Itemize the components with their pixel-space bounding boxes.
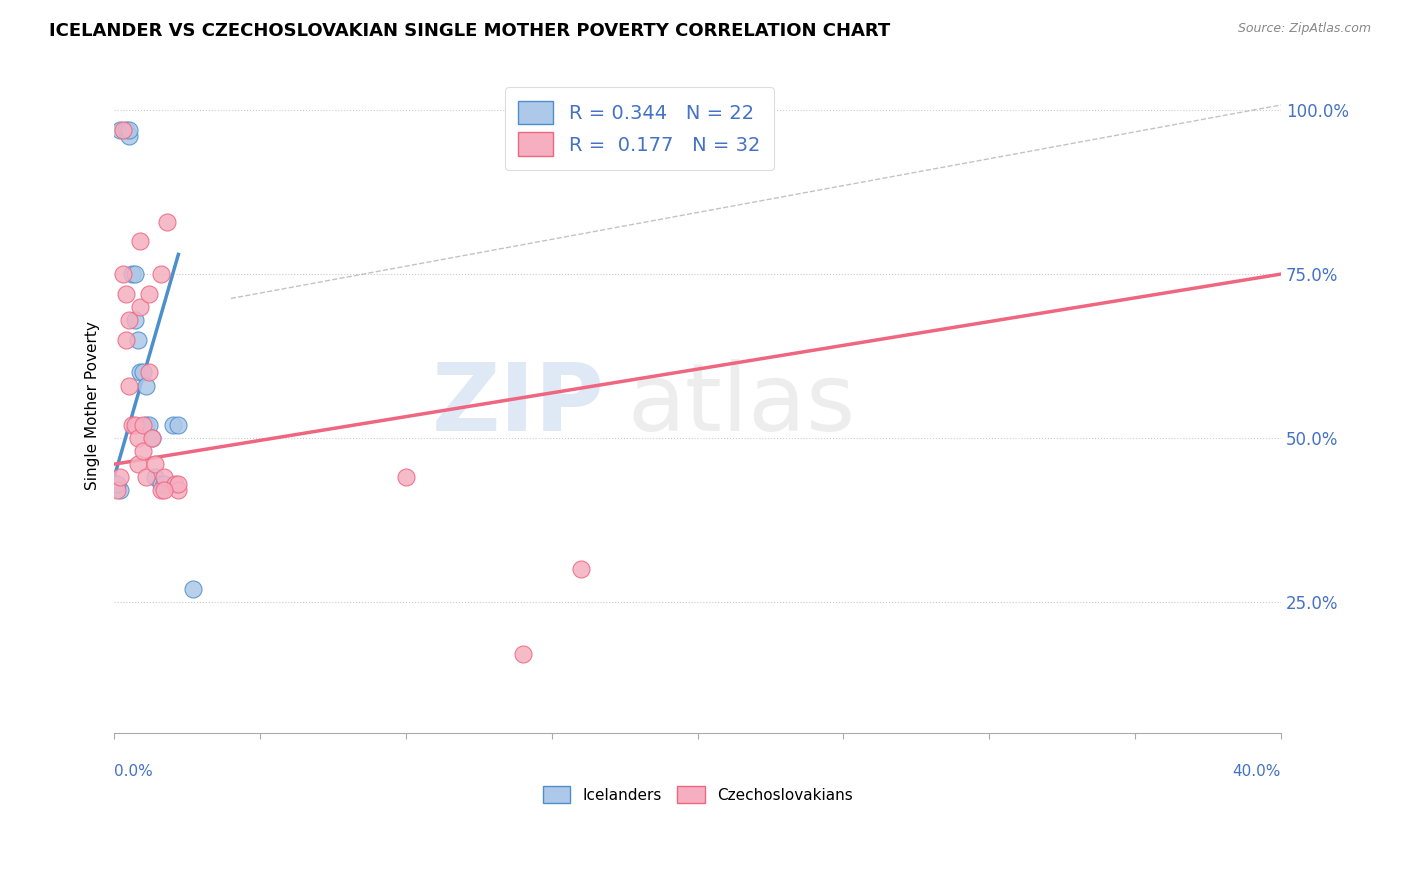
Point [132, 365, 155, 379]
Point [115, 123, 138, 137]
Point [132, 417, 155, 432]
Point [111, 123, 134, 137]
Point [165, 476, 187, 491]
Point [127, 457, 149, 471]
Point [149, 267, 172, 281]
Point [138, 365, 160, 379]
Point [132, 444, 155, 458]
Text: 40.0%: 40.0% [1233, 764, 1281, 779]
Point [124, 417, 146, 432]
Point [167, 483, 190, 498]
Point [129, 235, 152, 249]
Legend: Icelanders, Czechoslovakians: Icelanders, Czechoslovakians [536, 779, 860, 811]
Point [143, 470, 166, 484]
Point [181, 582, 204, 596]
Point [127, 431, 149, 445]
Point [118, 313, 141, 327]
Point [127, 333, 149, 347]
Point [105, 476, 128, 491]
Point [121, 267, 143, 281]
Point [135, 470, 157, 484]
Point [129, 365, 152, 379]
Text: ICELANDER VS CZECHOSLOVAKIAN SINGLE MOTHER POVERTY CORRELATION CHART: ICELANDER VS CZECHOSLOVAKIAN SINGLE MOTH… [49, 22, 890, 40]
Point [135, 417, 157, 432]
Point [152, 470, 174, 484]
Text: atlas: atlas [627, 359, 856, 451]
Point [162, 417, 184, 432]
Point [138, 417, 160, 432]
Y-axis label: Single Mother Poverty: Single Mother Poverty [86, 321, 100, 490]
Point [149, 476, 172, 491]
Point [156, 214, 179, 228]
Point [105, 483, 128, 498]
Point [118, 378, 141, 392]
Point [167, 476, 190, 491]
Point [108, 470, 131, 484]
Point [108, 483, 131, 498]
Point [129, 300, 152, 314]
Text: Source: ZipAtlas.com: Source: ZipAtlas.com [1237, 22, 1371, 36]
Point [108, 123, 131, 137]
Point [121, 417, 143, 432]
Point [124, 313, 146, 327]
Point [141, 431, 163, 445]
Point [118, 129, 141, 144]
Point [118, 123, 141, 137]
Point [115, 286, 138, 301]
Point [152, 483, 174, 498]
Point [167, 417, 190, 432]
Point [124, 267, 146, 281]
Point [512, 647, 534, 661]
Point [111, 267, 134, 281]
Text: ZIP: ZIP [432, 359, 605, 451]
Point [152, 476, 174, 491]
Point [149, 483, 172, 498]
Point [143, 457, 166, 471]
Point [115, 333, 138, 347]
Point [569, 562, 592, 576]
Point [138, 286, 160, 301]
Point [395, 470, 418, 484]
Point [141, 431, 163, 445]
Text: 0.0%: 0.0% [114, 764, 153, 779]
Point [135, 378, 157, 392]
